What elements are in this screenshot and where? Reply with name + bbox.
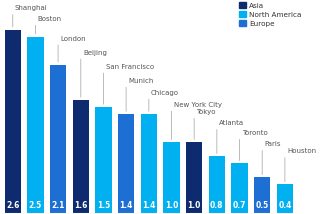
Bar	[209, 156, 225, 213]
Text: Shanghai: Shanghai	[15, 5, 48, 11]
Text: 1.0: 1.0	[188, 201, 201, 210]
Text: Toronto: Toronto	[242, 130, 268, 136]
Text: Houston: Houston	[287, 148, 316, 154]
Text: New York City: New York City	[174, 102, 222, 108]
Bar	[118, 114, 134, 213]
Legend: Asia, North America, Europe: Asia, North America, Europe	[238, 1, 303, 28]
Bar	[27, 37, 44, 213]
Bar	[186, 142, 202, 213]
Text: 1.4: 1.4	[119, 201, 133, 210]
Text: 0.4: 0.4	[278, 201, 292, 210]
Bar	[163, 142, 180, 213]
Bar	[254, 177, 270, 213]
Text: 0.8: 0.8	[210, 201, 224, 210]
Text: 0.5: 0.5	[256, 201, 269, 210]
Text: 1.6: 1.6	[74, 201, 87, 210]
Text: 1.0: 1.0	[165, 201, 178, 210]
Text: 2.6: 2.6	[6, 201, 20, 210]
Bar	[141, 114, 157, 213]
Bar	[4, 30, 21, 213]
Text: Atlanta: Atlanta	[219, 120, 244, 126]
Text: 0.7: 0.7	[233, 201, 246, 210]
Text: Tokyo: Tokyo	[196, 109, 216, 115]
Text: Boston: Boston	[38, 16, 62, 22]
Text: 1.5: 1.5	[97, 201, 110, 210]
Text: San Francisco: San Francisco	[106, 64, 154, 70]
Text: 2.1: 2.1	[52, 201, 65, 210]
Text: Beijing: Beijing	[83, 50, 107, 56]
Bar	[277, 184, 293, 213]
Bar	[231, 163, 248, 213]
Text: Munich: Munich	[128, 78, 154, 84]
Bar	[73, 100, 89, 213]
Text: Paris: Paris	[264, 141, 281, 147]
Text: 1.4: 1.4	[142, 201, 156, 210]
Bar	[95, 107, 112, 213]
Text: London: London	[60, 36, 86, 42]
Text: 2.5: 2.5	[29, 201, 42, 210]
Bar	[50, 65, 66, 213]
Text: Chicago: Chicago	[151, 90, 179, 96]
